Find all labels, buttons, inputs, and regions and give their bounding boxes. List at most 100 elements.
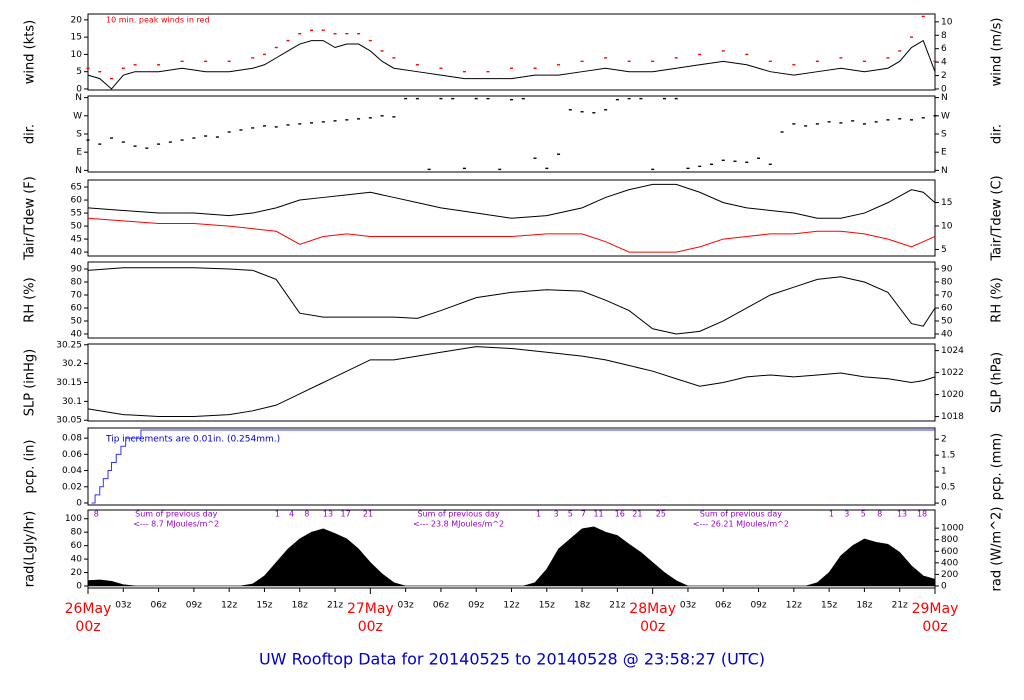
hour-mark: 11	[593, 510, 603, 519]
point	[792, 64, 796, 66]
point	[827, 121, 831, 123]
point	[510, 98, 513, 101]
point	[239, 129, 243, 131]
date-label: 29May	[912, 601, 959, 617]
panel-frame	[87, 427, 936, 506]
point	[686, 167, 690, 170]
point	[86, 139, 90, 141]
y-axis-label: RH (%)	[23, 277, 38, 322]
y2-axis-label: rad (W/m^2)	[990, 507, 1005, 592]
y2-tick-label: 1020	[941, 390, 964, 400]
point	[545, 167, 549, 170]
y-tick-label: 0	[76, 498, 82, 508]
hour-mark: 16	[615, 510, 625, 519]
y-tick-label: 15	[71, 33, 82, 43]
note-sub: <--- 23.8 MJoules/m^2	[413, 520, 504, 529]
point	[886, 57, 890, 59]
y-tick-label: 60	[71, 541, 83, 551]
point	[886, 119, 890, 121]
point	[498, 168, 502, 171]
y2-tick-label: 800	[941, 535, 958, 545]
x-tick-label: 06z	[150, 601, 166, 611]
y2-axis-label: dir.	[990, 124, 1005, 144]
point	[604, 57, 608, 59]
note-sub: <--- 26.21 MJoules/m^2	[693, 520, 789, 529]
annotation: Tip increments are 0.01in. (0.254mm.)	[105, 435, 280, 445]
point	[110, 137, 114, 139]
date-label: 28May	[629, 601, 676, 617]
y-tick-label: 90	[71, 265, 83, 275]
hour-mark: 1	[829, 510, 834, 519]
point	[815, 60, 819, 63]
panel-frame	[87, 261, 936, 339]
y-tick-label: 55	[71, 209, 82, 219]
x-tick-label: 09z	[186, 601, 202, 611]
point	[733, 160, 737, 162]
y-axis-label: wind (kts)	[23, 20, 38, 84]
point	[698, 53, 702, 56]
y-tick-label: 65	[71, 183, 82, 193]
y2-tick-label: 50	[941, 316, 953, 326]
point	[604, 109, 608, 111]
date-time-label: 00z	[640, 619, 665, 635]
point	[415, 97, 419, 100]
note: Sum of previous day	[417, 510, 499, 519]
point	[310, 122, 314, 124]
point	[651, 60, 655, 63]
x-tick-label: 21z	[609, 601, 625, 611]
point	[98, 143, 102, 145]
y2-tick-label: 0	[941, 499, 947, 509]
point	[310, 29, 314, 31]
panel-frame	[87, 95, 936, 173]
point	[486, 97, 490, 100]
y-tick-label: 40	[71, 555, 83, 565]
point	[580, 111, 584, 113]
point	[510, 67, 513, 69]
y-tick-label: 0.06	[62, 450, 82, 460]
y2-tick-label: W	[941, 111, 950, 121]
line	[87, 267, 936, 335]
point	[286, 124, 290, 126]
y-tick-label: 0.04	[62, 466, 82, 476]
point	[533, 67, 537, 69]
point	[815, 123, 819, 125]
point	[674, 97, 678, 100]
point	[721, 50, 725, 52]
hour-mark: 5	[568, 510, 573, 519]
y2-tick-label: 2	[941, 71, 947, 81]
area	[87, 526, 936, 587]
y2-tick-label: 2	[941, 435, 947, 445]
point	[368, 39, 372, 42]
x-tick-label: 21z	[327, 601, 343, 611]
y-tick-label: 30.1	[62, 397, 82, 407]
point	[133, 64, 137, 66]
point	[204, 135, 208, 137]
point	[274, 46, 278, 49]
point	[321, 121, 325, 123]
point	[615, 98, 619, 101]
y-axis-label: rad(Lgly/hr)	[23, 511, 38, 587]
y2-tick-label: 400	[941, 558, 958, 568]
line	[87, 183, 936, 219]
y2-tick-label: 80	[941, 278, 953, 288]
y2-axis-label: wind (m/s)	[990, 18, 1005, 87]
point	[462, 167, 466, 170]
y-tick-label: N	[75, 93, 82, 103]
point	[768, 60, 772, 63]
point	[521, 97, 525, 100]
y2-axis-label: SLP (hPa)	[990, 352, 1005, 413]
point	[357, 118, 361, 120]
point	[345, 32, 349, 35]
point	[486, 70, 490, 73]
annotation: 10 min. peak winds in red	[106, 16, 210, 25]
y2-tick-label: 0.5	[941, 483, 955, 493]
x-tick-label: 03z	[115, 601, 131, 611]
point	[215, 136, 219, 138]
y2-tick-label: 1000	[941, 524, 964, 534]
hour-mark: 3	[554, 510, 559, 519]
y2-tick-label: 4	[941, 58, 947, 68]
y2-tick-label: 5	[941, 245, 947, 255]
x-tick-label: 12z	[786, 601, 802, 611]
x-tick-label: 15z	[821, 601, 837, 611]
x-tick-label: 15z	[256, 601, 272, 611]
